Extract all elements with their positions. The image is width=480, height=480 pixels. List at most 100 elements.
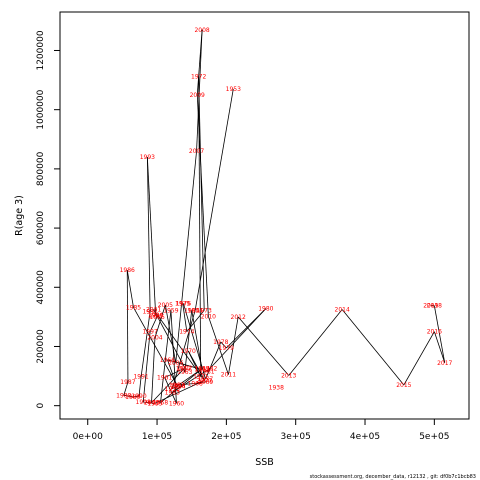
point-label-1992: 1992 [142, 309, 157, 316]
series-segment [123, 381, 129, 396]
point-label-1966: 1966 [160, 357, 175, 364]
series-segment [149, 316, 158, 332]
series-segment [184, 310, 193, 373]
point-label-2016: 2016 [427, 329, 442, 336]
point-label-2009: 2009 [190, 92, 205, 99]
x-axis: 0e+00 1e+05 2e+05 3e+05 4e+05 5e+05 [73, 419, 449, 442]
point-label-1974: 1974 [179, 329, 194, 336]
point-label-1960: 1960 [169, 400, 184, 407]
point-label-1955: 1955 [165, 386, 180, 393]
series-segment [164, 304, 177, 363]
series-segment [172, 385, 179, 390]
point-label-1958: 1958 [153, 400, 168, 407]
series-segment [164, 377, 177, 404]
point-label-1956: 1956 [170, 383, 185, 390]
series-segment [196, 94, 209, 317]
series-segment [153, 309, 205, 381]
series-segment [133, 307, 179, 387]
point-label-2000: 2000 [197, 378, 212, 385]
point-label-1970: 1970 [181, 348, 196, 355]
series-segment [433, 331, 446, 363]
series-segment [403, 331, 435, 386]
point-label-1965: 1965 [194, 367, 209, 374]
y-tick-label: 400000 [36, 270, 46, 305]
series-segment [140, 311, 151, 377]
point-label-1991: 1991 [133, 374, 148, 381]
x-tick-label: 0e+00 [73, 432, 104, 442]
point-label-1994: 1994 [148, 312, 163, 319]
point-label-1993: 1993 [140, 154, 155, 161]
series-segment [164, 368, 184, 378]
series-path [123, 29, 446, 404]
series-segment [154, 380, 205, 404]
y-tick-label: 600000 [36, 211, 46, 246]
series-segment [237, 316, 290, 376]
series-segment [170, 310, 177, 404]
series-segment [142, 331, 151, 403]
point-label-2011: 2011 [221, 372, 236, 379]
point-label-1985: 1985 [126, 304, 141, 311]
series-segment [132, 395, 140, 398]
series-segment [175, 151, 197, 363]
series-segment [153, 309, 186, 368]
point-label-1957: 1957 [194, 366, 209, 373]
series-segment [171, 310, 196, 389]
plot-frame [59, 11, 470, 420]
series-segment [195, 381, 206, 384]
point-label-2007: 2007 [189, 148, 204, 155]
series-segment [126, 270, 129, 383]
series-segment [228, 316, 239, 375]
series-segment [194, 88, 234, 311]
point-label-2004: 2004 [147, 335, 162, 342]
point-label-1982: 1982 [202, 366, 217, 373]
series-segment [146, 157, 151, 312]
y-axis-title: R(age 3) [14, 195, 25, 236]
point-label-1977: 1977 [198, 376, 213, 383]
point-label-1972: 1972 [191, 74, 206, 81]
series-segment [151, 367, 186, 403]
point-label-1938: 1938 [269, 384, 284, 391]
point-label-2014: 2014 [335, 306, 350, 313]
footer-note: stockassessment.org, december_data, r121… [310, 474, 476, 480]
series-segment [151, 337, 156, 403]
point-label-2015: 2015 [396, 382, 411, 389]
series-segment [155, 315, 158, 318]
series-segment [183, 303, 206, 380]
point-label-1971: 1971 [193, 374, 208, 381]
point-label-1969: 1969 [198, 379, 213, 386]
series-segment [288, 309, 343, 376]
point-label-1953: 1953 [226, 86, 241, 93]
point-label-1978: 1978 [213, 339, 228, 346]
series-segment [160, 368, 203, 404]
point-label-2013: 2013 [281, 372, 296, 379]
x-axis-title: SSB [255, 457, 274, 468]
point-label-1961: 1961 [157, 375, 172, 382]
series-segment [433, 305, 446, 363]
point-label-1996: 1996 [149, 314, 164, 321]
series-segment [123, 394, 133, 398]
point-label-1959: 1959 [163, 307, 178, 314]
point-label-1967: 1967 [169, 382, 184, 389]
point-label-1990: 1990 [131, 393, 146, 400]
y-tick-label: 1000000 [36, 89, 46, 129]
x-tick-label: 5e+05 [419, 432, 449, 442]
point-label-1981: 1981 [199, 369, 214, 376]
series-segment [220, 341, 227, 349]
series-segment [186, 310, 205, 332]
point-label-2018: 2018 [427, 303, 442, 310]
series-segment [182, 303, 188, 332]
y-axis: 0 200000 400000 600000 800000 1000000 1200000 [36, 30, 60, 409]
y-tick-label: 1200000 [36, 30, 46, 70]
x-tick-label: 1e+05 [142, 432, 172, 442]
point-label-1973: 1973 [197, 307, 212, 314]
point-label-1979: 1979 [219, 345, 234, 352]
point-label-1989: 1989 [125, 394, 140, 401]
point-label-1986: 1986 [120, 267, 135, 274]
point-label-1998: 1998 [136, 399, 151, 406]
point-label-1954: 1954 [188, 307, 203, 314]
series-segment [172, 368, 210, 393]
series-segment [172, 386, 179, 393]
series-segment [196, 29, 203, 152]
point-label-1963: 1963 [177, 369, 192, 376]
